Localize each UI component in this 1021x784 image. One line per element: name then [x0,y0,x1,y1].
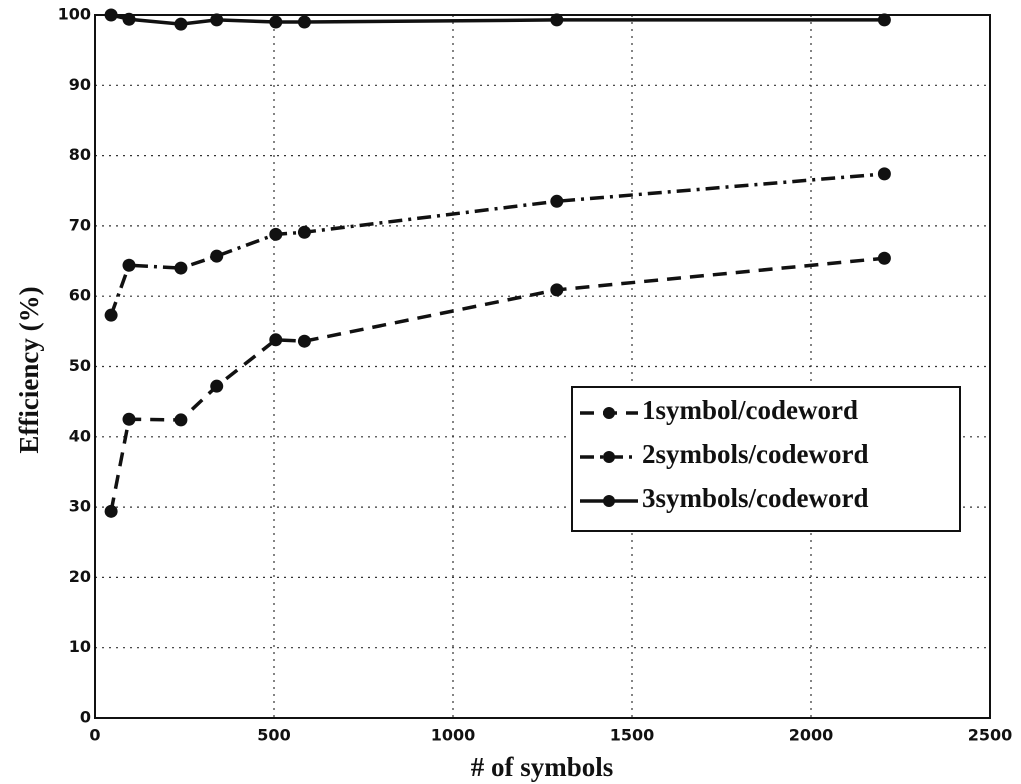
y-tick-label: 50 [69,356,91,375]
x-tick-label: 2500 [968,726,1013,745]
x-tick-label: 2000 [789,726,834,745]
data-point [878,13,891,26]
data-point [298,16,311,29]
data-point [123,259,136,272]
series-line [111,174,884,315]
data-point [550,195,563,208]
y-tick-label: 20 [69,567,91,586]
x-tick-label: 1000 [431,726,476,745]
chart: # of symbols Efficiency (%) 0 10 20 30 40 50 6… [0,0,1021,784]
data-point [550,13,563,26]
data-point [210,13,223,26]
x-tick-label: 1500 [610,726,655,745]
data-point [210,380,223,393]
data-point [174,413,187,426]
data-point [210,250,223,263]
legend-marker [603,407,615,419]
legend-label: 3symbols/codeword [642,483,869,513]
x-tick-label: 0 [89,726,100,745]
y-tick-label: 80 [69,145,91,164]
legend-marker [603,495,615,507]
data-point [105,9,118,22]
y-tick-label: 40 [69,426,91,445]
legend-label: 1symbol/codeword [642,395,858,425]
data-point [878,252,891,265]
y-tick-label: 90 [69,75,91,94]
y-tick-label: 70 [69,215,91,234]
y-tick-label: 100 [58,5,91,24]
x-axis-label: # of symbols [471,752,614,782]
data-point [123,13,136,26]
data-point [174,18,187,31]
y-tick-label: 0 [80,708,91,727]
data-point [174,262,187,275]
data-point [550,283,563,296]
data-point [105,309,118,322]
series-line [111,15,884,24]
data-point [269,333,282,346]
data-point [269,228,282,241]
legend-label: 2symbols/codeword [642,439,869,469]
data-point [298,226,311,239]
data-point [105,505,118,518]
data-point [878,167,891,180]
y-axis-label: Efficiency (%) [14,286,44,453]
data-point [269,16,282,29]
x-tick-label: 500 [257,726,290,745]
legend-marker [603,451,615,463]
y-tick-label: 10 [69,637,91,656]
y-tick-label: 60 [69,286,91,305]
y-tick-label: 30 [69,497,91,516]
data-point [123,413,136,426]
data-point [298,335,311,348]
